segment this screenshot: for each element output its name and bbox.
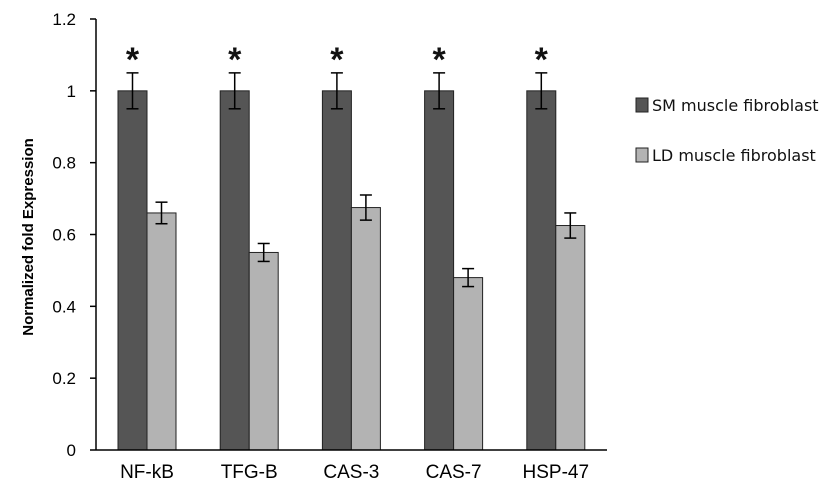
significance-star: *	[126, 41, 140, 79]
y-tick-label: 1	[67, 82, 76, 101]
significance-star: *	[535, 41, 549, 79]
bar-sm	[526, 90, 557, 451]
bar-sm	[219, 90, 250, 451]
bar-sm	[321, 90, 352, 451]
bar-ld	[146, 212, 177, 451]
x-tick-label: CAS-3	[323, 462, 379, 483]
x-tick-label: NF-kB	[120, 462, 174, 483]
legend-swatch	[635, 97, 649, 113]
legend-swatch	[635, 147, 649, 163]
x-tick-label: CAS-7	[426, 462, 482, 483]
x-tick-label: TFG-B	[221, 462, 278, 483]
x-tick-label: HSP-47	[523, 462, 590, 483]
legend: SM muscle fibroblast LD muscle fibroblast	[635, 96, 819, 165]
significance-star: *	[228, 41, 242, 79]
bar-sm	[424, 90, 455, 451]
y-tick-label: 0.6	[52, 226, 76, 245]
significance-star: *	[330, 41, 344, 79]
bars-group: * * * * *	[117, 41, 586, 451]
x-axis-ticks: NF-kB TFG-B CAS-3 CAS-7 HSP-47	[120, 462, 589, 483]
y-tick-label: 0	[67, 441, 76, 460]
legend-label: LD muscle fibroblast	[652, 146, 816, 165]
bar-ld	[453, 277, 484, 451]
legend-label: SM muscle fibroblast	[652, 96, 819, 115]
y-axis-ticks: 0 0.2 0.4 0.6 0.8 1 1.2	[52, 10, 96, 460]
significance-star: *	[432, 41, 446, 79]
y-tick-label: 1.2	[52, 10, 76, 29]
y-axis-label: Normalized fold Expression	[20, 138, 37, 336]
bar-ld	[248, 251, 279, 451]
y-tick-label: 0.4	[52, 297, 76, 316]
y-tick-label: 0.2	[52, 369, 76, 388]
bar-sm	[117, 90, 148, 451]
bar-ld	[555, 225, 586, 451]
bar-ld	[350, 207, 381, 451]
y-tick-label: 0.8	[52, 154, 76, 173]
